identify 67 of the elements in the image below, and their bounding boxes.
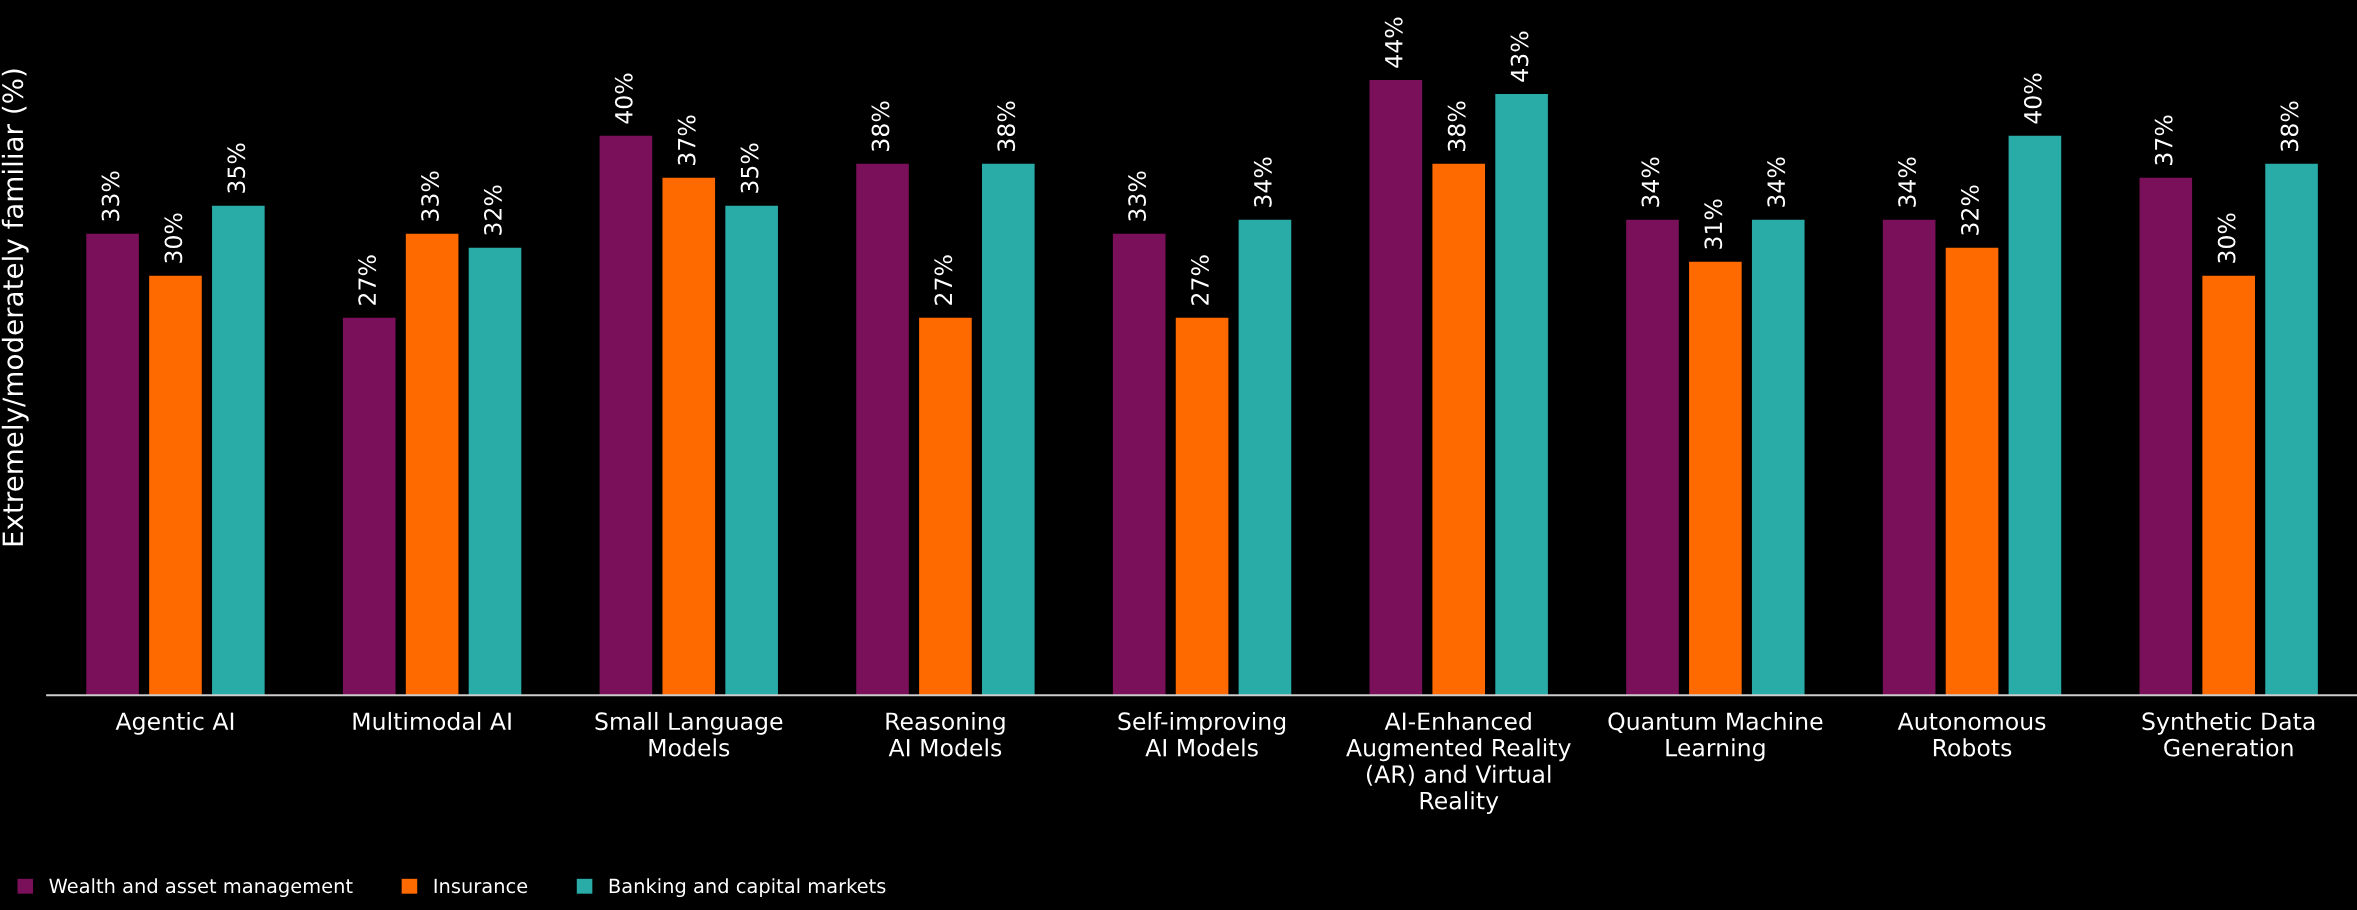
bar	[86, 233, 139, 696]
bar	[342, 317, 396, 696]
data-label: 32%	[1961, 185, 1979, 235]
x-tick-label: Quantum Machine Learning	[1608, 711, 1823, 762]
data-label: 33%	[1128, 171, 1147, 221]
bar	[468, 247, 522, 696]
bar	[599, 135, 653, 696]
data-label: 34%	[1767, 157, 1786, 207]
data-label: 34%	[1898, 157, 1916, 207]
bar	[725, 205, 778, 696]
bar	[212, 205, 265, 696]
data-label: 34%	[1253, 157, 1272, 207]
bar	[2265, 163, 2318, 696]
x-tick-label: Synthetic Data Generation	[2142, 711, 2315, 757]
legend-label: Insurance	[434, 878, 528, 894]
data-label: 32%	[483, 185, 502, 235]
data-label: 30%	[164, 213, 183, 263]
data-label: 27%	[1191, 255, 1209, 305]
bar	[1175, 317, 1229, 696]
data-label: 37%	[2154, 115, 2173, 165]
data-label: 33%	[101, 171, 120, 221]
bar	[1432, 163, 1486, 696]
bar	[2202, 275, 2255, 696]
bar	[1945, 247, 1999, 696]
data-label: 35%	[227, 143, 246, 193]
x-tick-label: Agentic AI	[115, 711, 234, 735]
bar	[1112, 233, 1166, 696]
data-label: 35%	[740, 143, 759, 193]
bar	[1495, 93, 1548, 696]
data-label: 30%	[2217, 213, 2236, 263]
data-label: 40%	[2023, 73, 2042, 124]
data-label: 31%	[1704, 199, 1723, 249]
x-tick-label: Self-improving AI Models	[1118, 711, 1286, 757]
y-axis-title: Extremely/moderately familiar (%)	[1, 69, 29, 546]
data-label: 38%	[997, 101, 1016, 151]
x-tick-label: AI-Enhanced Augmented Reality (AR) and Virtual Reality	[1346, 711, 1571, 815]
bar	[1238, 219, 1292, 696]
bar	[1689, 261, 1742, 696]
legend-label: Banking and capital markets	[609, 878, 886, 898]
bar	[2008, 135, 2062, 696]
data-label: 38%	[871, 101, 890, 151]
data-label: 27%	[358, 255, 377, 305]
data-label: 40%	[614, 73, 633, 124]
data-label: 37%	[677, 115, 696, 165]
data-label: 33%	[421, 171, 439, 221]
x-tick-label: Autonomous Robots	[1897, 712, 2046, 757]
x-tick-label: Reasoning AI Models	[886, 711, 1005, 757]
x-tick-label: Multimodal AI	[353, 711, 511, 731]
legend-label: Wealth and asset management	[49, 878, 353, 898]
bar	[149, 275, 202, 696]
data-label: 43%	[1510, 31, 1529, 82]
bar	[1882, 219, 1936, 696]
bar	[2139, 177, 2193, 696]
bar	[405, 233, 459, 696]
data-label: 38%	[2280, 101, 2299, 151]
bar	[662, 177, 716, 696]
data-label: 38%	[1447, 101, 1466, 151]
bar	[856, 163, 909, 696]
bar	[1369, 79, 1423, 696]
data-label: 34%	[1641, 157, 1660, 207]
bar	[981, 163, 1035, 696]
bar	[919, 317, 972, 696]
x-tick-label: Small Language Models	[595, 711, 783, 757]
bar	[1626, 219, 1679, 696]
data-label: 27%	[934, 255, 953, 305]
bar	[1751, 219, 1805, 696]
data-label: 44%	[1384, 17, 1403, 68]
